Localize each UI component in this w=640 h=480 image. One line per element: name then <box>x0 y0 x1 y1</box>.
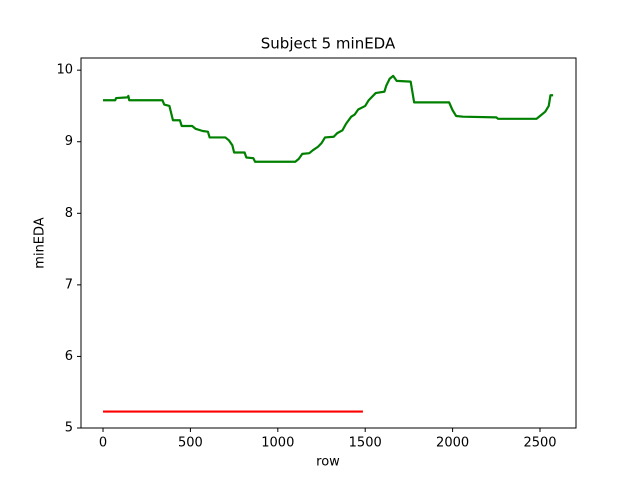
axes-frame <box>80 57 577 429</box>
y-tick-label: 9 <box>65 134 73 149</box>
x-tick-label: 1500 <box>349 436 382 451</box>
x-tick-label: 500 <box>178 436 203 451</box>
y-tick-label: 7 <box>65 277 73 292</box>
data-line <box>103 74 554 163</box>
chart-title: Subject 5 minEDA <box>261 35 396 53</box>
y-tick-label: 6 <box>65 349 73 364</box>
x-tick-label: 2000 <box>436 436 469 451</box>
y-tick-label: 8 <box>65 206 73 221</box>
x-tick-label: 1000 <box>261 436 294 451</box>
x-axis-label: row <box>316 455 340 470</box>
y-tick-label: 10 <box>56 63 73 78</box>
y-tick-label: 5 <box>65 421 73 436</box>
x-tick-label: 0 <box>99 436 107 451</box>
x-tick-label: 2500 <box>523 436 556 451</box>
y-axis-label: minEDA <box>33 217 48 269</box>
